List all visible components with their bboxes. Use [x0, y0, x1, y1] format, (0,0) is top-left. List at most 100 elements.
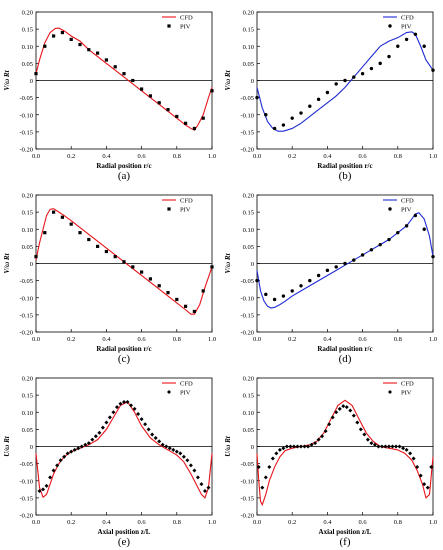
- data-point: [411, 456, 416, 461]
- data-point: [352, 75, 356, 79]
- data-point: [290, 116, 294, 120]
- legend-label: PIV: [180, 389, 191, 396]
- data-point: [104, 420, 109, 425]
- data-point: [422, 227, 426, 231]
- data-point: [277, 447, 282, 452]
- legend-label: CFD: [180, 380, 193, 387]
- data-point: [302, 444, 307, 449]
- data-point: [351, 413, 356, 418]
- y-tick-label: -0.15: [19, 129, 33, 136]
- data-point: [48, 475, 53, 480]
- data-point: [369, 66, 374, 71]
- data-point: [362, 432, 367, 437]
- data-point: [114, 405, 119, 410]
- y-tick-label: 0.05: [22, 61, 33, 68]
- y-tick-label: -0.20: [19, 330, 33, 337]
- y-tick-label: 0.10: [243, 410, 254, 417]
- y-tick-label: 0.10: [22, 410, 33, 417]
- x-tick-label: 0.2: [67, 153, 75, 160]
- data-point: [62, 454, 67, 459]
- data-point: [413, 213, 418, 218]
- data-point: [118, 401, 123, 406]
- data-point: [267, 465, 272, 470]
- data-point: [352, 258, 356, 262]
- legend-label: PIV: [401, 23, 412, 30]
- data-point: [274, 451, 279, 456]
- data-point: [93, 434, 98, 439]
- data-point: [52, 210, 56, 214]
- x-tick-label: 0.8: [394, 153, 402, 160]
- data-point: [281, 446, 286, 451]
- data-point: [355, 420, 360, 425]
- panel-label: (a): [118, 170, 131, 182]
- data-point: [143, 422, 148, 427]
- y-axis-label: V/ω Rt: [3, 69, 11, 90]
- data-point: [97, 430, 102, 435]
- data-point: [323, 429, 328, 434]
- data-point: [65, 451, 70, 456]
- data-point: [148, 94, 152, 98]
- data-point: [415, 465, 420, 470]
- panel-label: (c): [118, 353, 131, 365]
- data-point: [55, 463, 60, 468]
- y-axis-label: U/ω Rt: [224, 435, 232, 456]
- y-tick-label: 0.20: [243, 10, 254, 17]
- data-point: [255, 95, 259, 100]
- series-line-cfd: [35, 208, 213, 315]
- data-point: [360, 253, 365, 257]
- y-axis-label: V/ω Rt: [3, 252, 11, 273]
- data-point: [281, 294, 286, 298]
- data-point: [69, 449, 74, 454]
- x-tick-label: 0.2: [67, 336, 75, 343]
- data-point: [334, 82, 338, 86]
- data-point: [167, 446, 172, 451]
- data-point: [192, 126, 196, 131]
- data-point: [157, 284, 161, 288]
- y-tick-label: 0: [251, 78, 254, 85]
- data-point: [87, 48, 91, 52]
- data-point: [404, 37, 409, 42]
- data-point: [387, 444, 391, 449]
- data-point: [136, 411, 141, 416]
- data-point: [272, 297, 277, 302]
- y-tick-label: -0.05: [19, 95, 33, 102]
- legend-swatch-piv: [167, 207, 171, 211]
- data-point: [192, 309, 196, 314]
- data-point: [150, 432, 155, 437]
- data-point: [139, 417, 144, 422]
- x-tick-label: 0.4: [323, 336, 332, 343]
- data-point: [174, 449, 179, 454]
- y-tick-label: -0.10: [19, 112, 33, 119]
- data-point: [79, 444, 84, 449]
- data-point: [160, 442, 165, 447]
- x-tick-label: 0.0: [32, 336, 40, 343]
- y-tick-label: -0.05: [19, 461, 33, 468]
- data-point: [140, 87, 144, 91]
- y-tick-label: -0.20: [19, 513, 33, 520]
- data-point: [397, 444, 402, 449]
- panel-label: (d): [339, 353, 352, 365]
- data-point: [431, 68, 435, 72]
- data-point: [202, 489, 207, 494]
- data-point: [184, 304, 188, 308]
- chart-panel-e: 0.20 0.15 0.10 0.05 0 -0.05 -0.10 -0.15 -0.200.0…: [3, 376, 216, 549]
- data-point: [210, 89, 214, 93]
- data-point: [175, 297, 179, 302]
- y-tick-label: -0.15: [240, 495, 254, 502]
- x-tick-label: 0.6: [138, 336, 147, 343]
- data-point: [113, 255, 117, 259]
- data-point: [100, 425, 105, 430]
- x-tick-label: 0.8: [394, 336, 402, 343]
- data-point: [295, 444, 300, 449]
- data-point: [281, 123, 286, 127]
- legend-label: CFD: [401, 197, 414, 204]
- y-tick-label: 0.20: [22, 376, 33, 383]
- data-point: [270, 456, 275, 461]
- data-point: [185, 458, 190, 463]
- data-point: [365, 437, 370, 442]
- data-point: [157, 439, 162, 444]
- data-point: [334, 410, 339, 415]
- data-point: [341, 404, 346, 409]
- data-point: [60, 215, 64, 219]
- data-point: [148, 277, 152, 281]
